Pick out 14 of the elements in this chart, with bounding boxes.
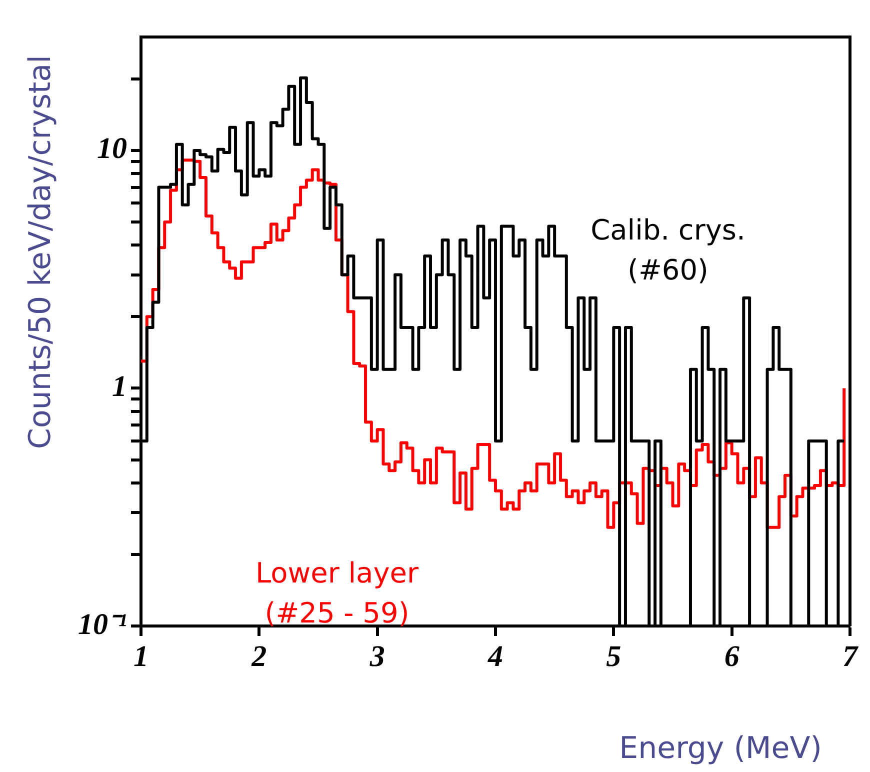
y-tick-label: 10⁻¹ [78,608,127,641]
series-label: Calib. crys. (#60) [590,213,746,286]
y-tick-label: 10 [96,132,127,166]
x-tick-label: 4 [486,640,503,673]
x-tick-label: 1 [133,640,148,673]
x-tick-label: 7 [842,640,858,673]
x-axis-title: Energy (MeV) [619,731,822,766]
x-tick-label: 3 [368,640,385,673]
y-tick-label: 1 [112,370,127,403]
x-tick-label: 2 [250,640,267,673]
x-tick-label: 5 [606,640,622,673]
y-axis-title: Counts/50 keV/day/crystal [22,55,58,449]
text: Lower layer (#25 - 59) [255,556,419,630]
x-tick-label: 6 [724,640,740,673]
